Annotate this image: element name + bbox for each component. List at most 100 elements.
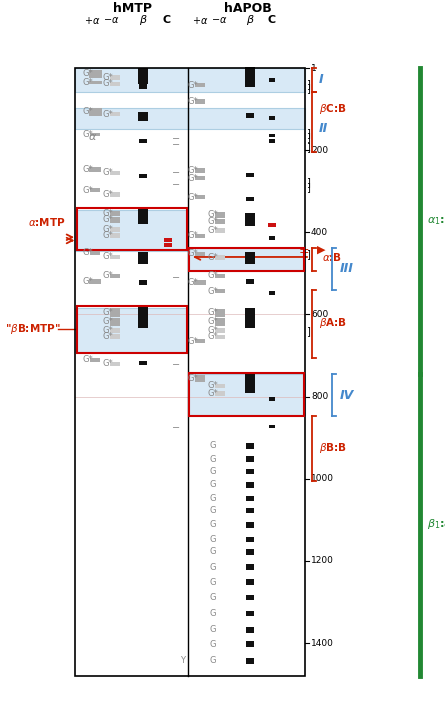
Text: −: − [172,134,180,143]
Bar [215,318,225,325]
Bar [90,357,100,362]
Bar [246,549,254,555]
Text: G*: G* [103,190,113,199]
Text: G*: G* [103,73,113,82]
Bar [215,274,225,278]
Text: +$\alpha$: +$\alpha$ [192,15,208,25]
Bar [246,197,254,201]
Text: G*: G* [103,326,113,336]
Text: $-\alpha$: $-\alpha$ [211,15,227,25]
Text: G*: G* [208,217,218,226]
Bar [246,537,254,542]
Bar [89,108,101,116]
Bar [246,522,254,528]
Text: $\beta$: $\beta$ [138,13,147,27]
Text: G*: G* [208,210,218,219]
Text: G*: G* [188,278,198,287]
Bar [75,108,188,129]
Bar [89,279,101,284]
Text: ]: ] [306,182,310,192]
Text: −: − [172,360,180,370]
Bar [188,374,305,415]
Text: "$\beta$B:MTP": "$\beta$B:MTP" [5,322,61,336]
Bar [89,81,101,84]
Text: G: G [210,625,216,635]
Text: G*: G* [208,326,218,336]
Bar [110,234,120,238]
Text: G: G [210,454,216,464]
Text: $-\alpha$: $-\alpha$ [103,15,119,25]
Bar [215,289,225,293]
Text: Y: Y [181,657,186,665]
Bar [215,391,225,396]
Bar [138,306,148,328]
Text: G*: G* [103,272,113,280]
Text: ]: ] [306,177,310,187]
Text: 1000: 1000 [311,475,334,483]
Text: −: − [172,423,180,433]
Bar [245,373,255,393]
Text: G*: G* [188,336,198,346]
Text: G: G [210,480,216,489]
Bar [269,116,275,120]
Text: hAPOB: hAPOB [224,1,272,15]
Bar [246,611,254,617]
Text: III: III [340,262,354,275]
Bar [110,328,120,333]
Bar [110,82,120,86]
Bar [138,252,148,264]
Bar [245,213,255,226]
Bar [90,189,100,192]
Text: G*: G* [103,231,113,240]
Text: G*: G* [103,317,113,326]
Bar [110,170,120,175]
Bar [246,595,254,600]
Bar [110,274,120,278]
Bar [110,318,120,325]
Bar [215,309,225,317]
Text: $\beta$C:B: $\beta$C:B [319,102,347,116]
Bar [215,384,225,389]
Text: G*: G* [103,225,113,234]
Text: −: − [172,272,180,282]
Text: $\beta_1$:apoB: $\beta_1$:apoB [427,517,445,531]
Text: +$\alpha$: +$\alpha$ [84,15,100,25]
Bar [189,248,304,272]
Text: G*: G* [83,108,93,116]
Bar [139,139,147,143]
Bar [77,208,187,250]
Bar [245,67,255,87]
Text: G*: G* [208,287,218,296]
Bar [246,469,254,474]
Bar [246,496,254,501]
Text: $\blacktriangleright$: $\blacktriangleright$ [314,244,327,256]
Text: $\alpha$: $\alpha$ [89,132,97,142]
Bar [269,140,275,143]
Bar [188,248,305,272]
Text: G*: G* [83,277,93,286]
Bar [269,134,275,138]
Bar [195,168,205,173]
Bar [245,252,255,264]
Text: C: C [163,15,171,25]
Text: $\alpha$:B: $\alpha$:B [322,251,342,263]
Text: −: − [172,168,180,178]
Bar [215,219,225,224]
Text: 800: 800 [311,392,328,401]
Bar [195,375,205,382]
Text: IV: IV [340,389,354,402]
Bar [246,641,254,647]
Text: ]: ] [306,128,310,138]
Bar [75,68,188,92]
Bar [77,306,187,352]
Text: ]: ] [306,142,310,152]
Text: G: G [210,507,216,515]
Bar [246,173,254,177]
Text: C: C [268,15,276,25]
Text: G: G [210,609,216,618]
Text: G: G [210,563,216,571]
Bar [246,113,254,118]
Text: G*: G* [103,332,113,341]
Text: G: G [210,547,216,556]
Text: G: G [210,657,216,665]
